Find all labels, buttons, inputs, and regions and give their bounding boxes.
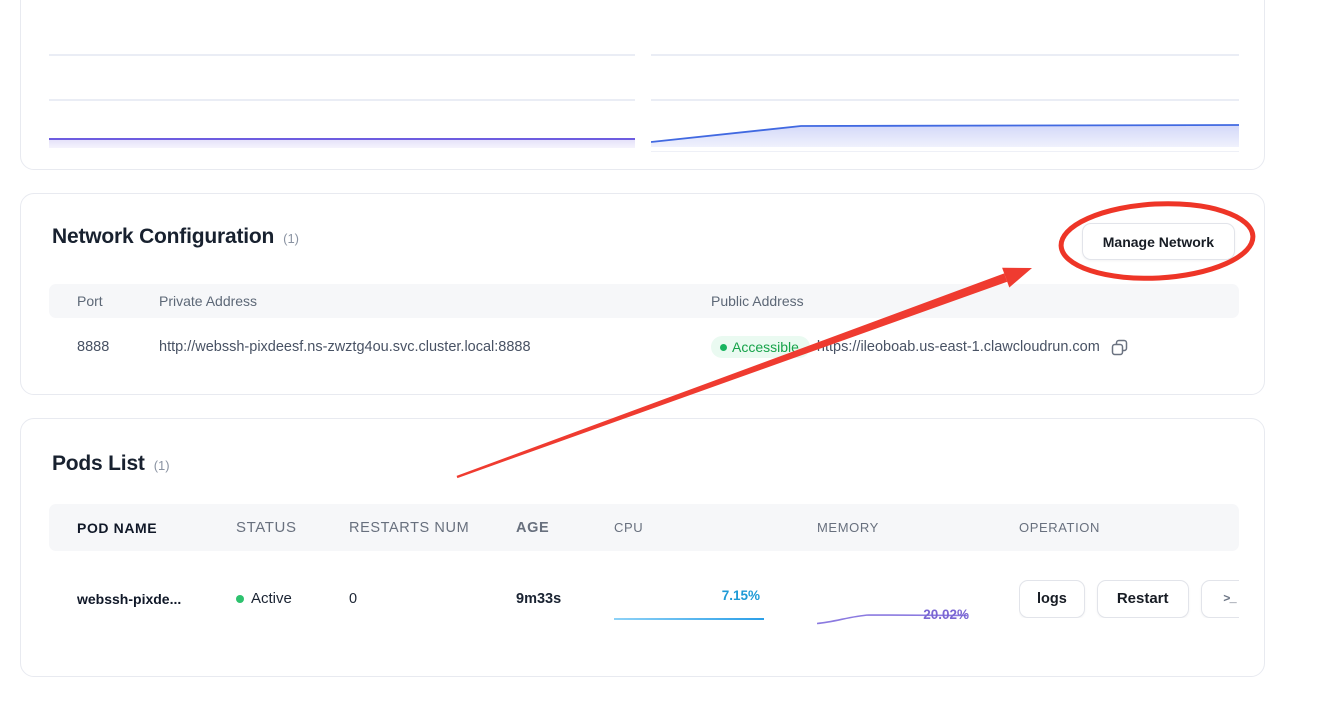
pod-table-row: webssh-pixde... Active 0 9m33s 7.15% 20.… (49, 551, 1239, 646)
pods-list-title: Pods List (52, 452, 145, 475)
network-table-row: 8888 http://webssh-pixdeesf.ns-zwztg4ou.… (49, 318, 1239, 376)
status-dot-icon (720, 343, 727, 351)
pod-status: Active (236, 590, 349, 607)
accessible-status-badge: Accessible (711, 336, 810, 358)
active-status-dot-icon (236, 594, 244, 603)
header-cpu: CPU (614, 520, 644, 535)
header-status: STATUS (236, 519, 297, 536)
network-table-header: Port Private Address Public Address (49, 284, 1239, 318)
pod-status-label: Active (251, 590, 292, 607)
pods-count: (1) (153, 458, 170, 473)
right-usage-chart (650, 0, 1240, 169)
network-config-title: Network Configuration (52, 225, 275, 248)
restart-button[interactable]: Restart (1096, 579, 1189, 618)
gridline (651, 99, 1239, 101)
terminal-button[interactable]: >_ (1200, 579, 1239, 618)
pod-restarts: 0 (349, 590, 358, 607)
manage-network-button[interactable]: Manage Network (1081, 223, 1235, 260)
memory-sparkline-line (817, 613, 967, 624)
header-operation: OPERATION (1019, 520, 1101, 535)
gridline (49, 54, 635, 56)
header-restarts-num: RESTARTS NUM (349, 519, 470, 536)
header-port: Port (77, 293, 103, 309)
header-memory: MEMORY (817, 520, 879, 535)
network-count: (1) (283, 231, 300, 246)
gridline (651, 151, 1239, 152)
cpu-percent-label: 7.15% (721, 587, 760, 603)
header-age: AGE (516, 519, 550, 536)
pod-name: webssh-pixde... (77, 590, 182, 607)
left-chart-series-line (49, 138, 635, 140)
private-address-value: http://webssh-pixdeesf.ns-zwztg4ou.svc.c… (159, 339, 531, 355)
left-chart-area-fill (49, 140, 635, 148)
pods-list-card: Pods List (1) POD NAME STATUS RESTARTS N… (20, 418, 1265, 677)
header-public-address: Public Address (711, 293, 804, 309)
gridline (49, 99, 635, 101)
pod-age: 9m33s (516, 590, 562, 607)
metrics-charts-card (20, 0, 1265, 170)
left-usage-chart (49, 0, 635, 169)
pod-operations: logs Restart >_ (1019, 579, 1239, 618)
cpu-sparkline-line (614, 617, 764, 620)
pod-memory-sparkline: 20.02% (817, 574, 969, 624)
pods-table-header: POD NAME STATUS RESTARTS NUM AGE CPU MEM… (49, 504, 1239, 551)
gridline (651, 54, 1239, 56)
right-chart-series (650, 124, 1240, 147)
header-pod-name: POD NAME (77, 519, 158, 536)
status-label: Accessible (732, 339, 799, 355)
public-address-link[interactable]: https://ileoboab.us-east-1.clawcloudrun.… (816, 339, 1100, 355)
port-value: 8888 (77, 339, 110, 355)
logs-button[interactable]: logs (1019, 579, 1085, 618)
header-private-address: Private Address (159, 293, 258, 309)
pod-cpu-sparkline: 7.15% (614, 574, 764, 624)
terminal-icon: >_ (1223, 591, 1236, 606)
memory-percent-label: 20.02% (923, 606, 969, 622)
network-configuration-card: Network Configuration (1) Manage Network… (20, 193, 1265, 395)
copy-icon[interactable] (1111, 339, 1128, 356)
